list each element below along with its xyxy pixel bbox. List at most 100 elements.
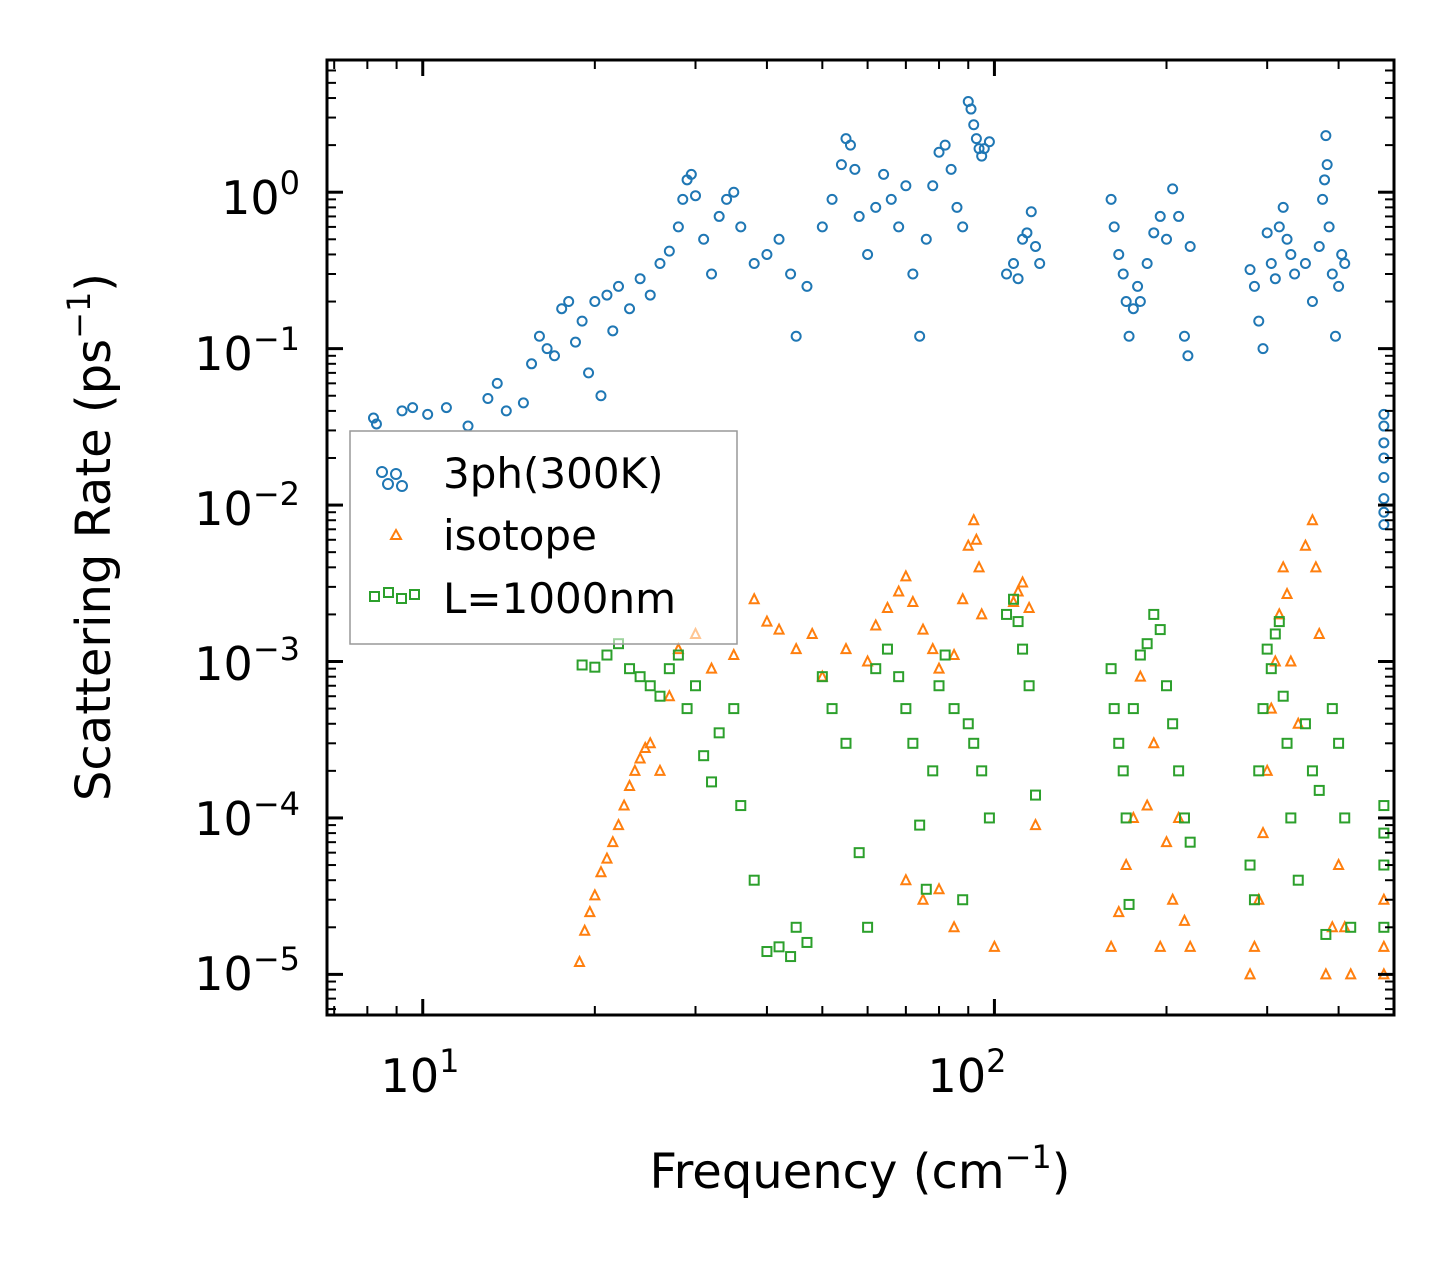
data-point-circle [1339,258,1351,270]
data-point-square [1167,718,1179,730]
data-point-square [914,819,926,831]
data-point-circle [957,221,969,233]
data-point-square [644,680,656,692]
data-point-circle [482,393,494,405]
data-point-square [826,703,838,715]
data-point-square [1333,737,1345,749]
data-point-triangle [617,798,631,811]
data-point-triangle [705,661,718,674]
data-point-triangle [1160,834,1173,848]
data-point-circle [790,330,802,342]
data-point-circle [1326,268,1338,280]
data-point-triangle [1134,669,1147,682]
data-point-triangle [1120,857,1133,871]
data-point-triangle [1256,825,1270,839]
data-point-circle [1134,296,1146,308]
data-point-square [801,936,813,948]
legend-label-3ph: 3ph(300K) [443,449,663,498]
data-point-square [1017,643,1029,655]
data-point-circle [1273,221,1285,233]
data-point-circle [634,273,646,285]
data-point-square [816,671,828,683]
data-point-circle [945,163,957,175]
y-tick-label-1e-1: 10−1 [194,320,300,381]
data-point-circle [1154,210,1166,222]
data-point-square [1148,608,1160,620]
data-point-circle [970,133,982,145]
data-point-triangle [956,592,969,605]
data-point-square [1261,643,1273,655]
data-point-square [840,737,852,749]
data-point-square [968,737,980,749]
data-point-triangle [1277,560,1290,573]
data-point-square [1001,608,1013,620]
data-point-triangle [1319,967,1332,980]
data-point-circle [589,296,601,308]
data-point-square [1120,812,1132,824]
data-point-circle [785,268,797,280]
data-point-triangle [899,872,912,886]
data-point-circle [517,397,529,409]
data-point-triangle [644,736,657,749]
data-point-square [1178,812,1190,824]
data-point-square [1154,624,1166,636]
data-point-square [1105,663,1117,675]
data-point-circle [862,248,874,260]
data-point-triangle [1377,939,1390,952]
data-point-triangle [1178,913,1191,926]
data-point-circle [1299,258,1311,270]
data-point-circle [801,280,813,292]
data-point-circle [1317,193,1329,205]
data-point-square [1292,874,1304,886]
data-point-triangle [1332,857,1345,871]
data-point-square [1117,765,1129,777]
data-point-square [933,680,945,692]
data-point-circle [1269,273,1281,285]
data-point-square [735,800,747,812]
data-point-circle [491,377,503,389]
data-point-triangle [1248,939,1261,952]
data-point-square [1134,649,1146,661]
data-point-circle [1248,280,1260,292]
data-point-triangle [600,851,614,864]
data-point-triangle [663,688,676,702]
data-point-square [1320,928,1332,940]
data-point-circle [1182,350,1194,362]
data-point-circle [1261,227,1273,239]
y-axis-label: Scattering Rate (ps−1) [60,273,122,801]
data-point-square [881,643,893,655]
data-point-triangle [583,904,596,918]
data-point-circle [1161,233,1173,245]
data-point-circle [1025,206,1037,218]
data-point-triangle [1280,586,1294,600]
data-point-triangle [633,751,647,764]
data-point-triangle [916,622,930,635]
data-point-circle [1319,174,1331,186]
data-point-square [957,894,969,906]
data-point-triangle [1344,967,1357,980]
data-point-circle [1265,258,1277,270]
x-axis-label: Frequency (cm−1) [649,1138,1070,1200]
data-point-circle [978,143,990,155]
data-point-circle [595,390,607,402]
data-point-circle [1329,330,1341,342]
data-point-triangle [962,538,975,551]
data-point-square [862,921,874,933]
data-point-triangle [1284,654,1297,667]
data-point-circle [440,402,452,414]
data-point-triangle [653,763,667,776]
data-point-circle [1184,240,1196,252]
data-point-circle [1321,159,1333,171]
data-point-square [728,703,740,715]
data-point-circle [533,330,545,342]
data-point-square [601,649,613,661]
data-point-triangle [926,641,939,655]
data-point-square [761,946,773,958]
y-tick-label-1e0: 100 [221,164,300,225]
data-point-square [853,847,865,859]
data-point-triangle [839,641,853,655]
data-point-square [1030,789,1042,801]
data-point-square [907,737,919,749]
data-point-square [1008,593,1020,605]
data-point-circle [1244,264,1256,276]
